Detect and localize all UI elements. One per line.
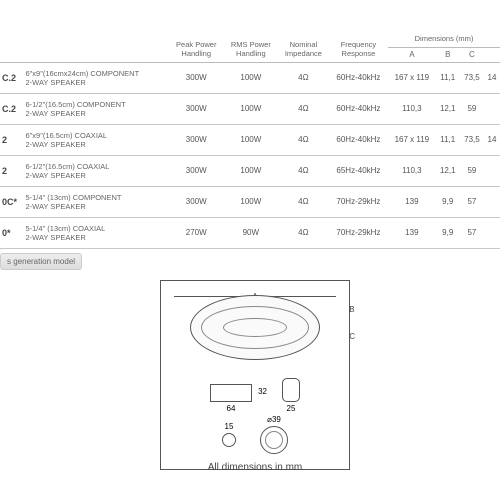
cell-model: 2 bbox=[0, 155, 23, 186]
label-32: 32 bbox=[258, 387, 267, 396]
cell-dim-c: 57 bbox=[460, 217, 484, 248]
cell-freq: 65Hz-40kHz bbox=[329, 155, 388, 186]
cell-dim-d: 14 bbox=[484, 124, 500, 155]
cell-freq: 60Hz-40kHz bbox=[329, 124, 388, 155]
cell-imp: 4Ω bbox=[278, 124, 329, 155]
th-dim-group: Dimensions (mm) bbox=[388, 30, 500, 48]
cell-dim-d bbox=[484, 186, 500, 217]
cell-dim-b: 11,1 bbox=[436, 124, 460, 155]
th-dim-a: A bbox=[388, 48, 436, 63]
cell-dim-c: 73,5 bbox=[460, 124, 484, 155]
cell-rms: 100W bbox=[224, 124, 278, 155]
th-imp: Nominal Impedance bbox=[278, 30, 329, 62]
cell-freq: 70Hz-29kHz bbox=[329, 186, 388, 217]
cell-dim-b: 12,1 bbox=[436, 93, 460, 124]
box-25: 25 bbox=[282, 378, 300, 402]
cell-peak: 300W bbox=[169, 124, 224, 155]
cell-freq: 60Hz-40kHz bbox=[329, 62, 388, 93]
box-64: 64 32 bbox=[210, 384, 252, 402]
cell-desc: 6-1/2"(16.5cm) COMPONENT2-WAY SPEAKER bbox=[23, 93, 168, 124]
spec-table-container: Peak Power Handling RMS Power Handling N… bbox=[0, 30, 500, 270]
table-row: 26-1/2"(16.5cm) COAXIAL2-WAY SPEAKER300W… bbox=[0, 155, 500, 186]
cell-dim-c: 59 bbox=[460, 155, 484, 186]
label-15: 15 bbox=[225, 422, 234, 431]
th-desc bbox=[23, 30, 168, 62]
speaker-outline bbox=[190, 295, 320, 360]
cell-imp: 4Ω bbox=[278, 62, 329, 93]
cell-model: C.2 bbox=[0, 62, 23, 93]
cell-imp: 4Ω bbox=[278, 217, 329, 248]
cell-dim-a: 167 x 119 bbox=[388, 62, 436, 93]
cell-dim-b: 11,1 bbox=[436, 62, 460, 93]
cell-desc: 6-1/2"(16.5cm) COAXIAL2-WAY SPEAKER bbox=[23, 155, 168, 186]
cell-dim-b: 9,9 bbox=[436, 217, 460, 248]
cell-rms: 100W bbox=[224, 186, 278, 217]
th-freq: Frequency Response bbox=[329, 30, 388, 62]
cell-peak: 300W bbox=[169, 155, 224, 186]
cell-desc: 6"x9"(16.5cm) COAXIAL2-WAY SPEAKER bbox=[23, 124, 168, 155]
cell-dim-d bbox=[484, 155, 500, 186]
diagram-caption: All dimensions in mm bbox=[169, 462, 341, 473]
table-row: 0C*5-1/4" (13cm) COMPONENT2-WAY SPEAKER3… bbox=[0, 186, 500, 217]
th-dim-b: B bbox=[436, 48, 460, 63]
cell-rms: 100W bbox=[224, 93, 278, 124]
cell-rms: 90W bbox=[224, 217, 278, 248]
side-labels: B C bbox=[349, 305, 355, 359]
cell-dim-a: 139 bbox=[388, 186, 436, 217]
cell-desc: 5-1/4" (13cm) COAXIAL2-WAY SPEAKER bbox=[23, 217, 168, 248]
cell-imp: 4Ω bbox=[278, 186, 329, 217]
cell-rms: 100W bbox=[224, 62, 278, 93]
cell-dim-d bbox=[484, 93, 500, 124]
circle-39: ⌀39 bbox=[260, 426, 288, 454]
cell-rms: 100W bbox=[224, 155, 278, 186]
cell-imp: 4Ω bbox=[278, 93, 329, 124]
cell-freq: 60Hz-40kHz bbox=[329, 93, 388, 124]
th-dim-c: C bbox=[460, 48, 484, 63]
cell-peak: 300W bbox=[169, 62, 224, 93]
cell-dim-c: 73,5 bbox=[460, 62, 484, 93]
circle-15: 15 bbox=[222, 433, 236, 447]
label-64: 64 bbox=[227, 404, 236, 413]
footnote: s generation model bbox=[0, 253, 82, 270]
label-b: B bbox=[349, 305, 355, 314]
cell-peak: 300W bbox=[169, 186, 224, 217]
th-peak: Peak Power Handling bbox=[169, 30, 224, 62]
th-rms: RMS Power Handling bbox=[224, 30, 278, 62]
cell-model: 0C* bbox=[0, 186, 23, 217]
cell-dim-c: 57 bbox=[460, 186, 484, 217]
cell-dim-a: 110,3 bbox=[388, 93, 436, 124]
cell-peak: 300W bbox=[169, 93, 224, 124]
table-row: C.26"x9"(16cmx24cm) COMPONENT2-WAY SPEAK… bbox=[0, 62, 500, 93]
cell-dim-d: 14 bbox=[484, 62, 500, 93]
table-row: 0*5-1/4" (13cm) COAXIAL2-WAY SPEAKER270W… bbox=[0, 217, 500, 248]
cell-dim-a: 167 x 119 bbox=[388, 124, 436, 155]
cell-desc: 6"x9"(16cmx24cm) COMPONENT2-WAY SPEAKER bbox=[23, 62, 168, 93]
dimension-diagram: A B C 64 32 25 15 ⌀3 bbox=[160, 280, 350, 470]
cell-model: 0* bbox=[0, 217, 23, 248]
th-model bbox=[0, 30, 23, 62]
table-row: 26"x9"(16.5cm) COAXIAL2-WAY SPEAKER300W1… bbox=[0, 124, 500, 155]
spec-table: Peak Power Handling RMS Power Handling N… bbox=[0, 30, 500, 249]
th-dim-d bbox=[484, 48, 500, 63]
cell-freq: 70Hz-29kHz bbox=[329, 217, 388, 248]
table-row: C.26-1/2"(16.5cm) COMPONENT2-WAY SPEAKER… bbox=[0, 93, 500, 124]
cell-dim-a: 110,3 bbox=[388, 155, 436, 186]
cell-dim-b: 9,9 bbox=[436, 186, 460, 217]
cell-dim-b: 12,1 bbox=[436, 155, 460, 186]
cell-model: 2 bbox=[0, 124, 23, 155]
cell-dim-c: 59 bbox=[460, 93, 484, 124]
cell-peak: 270W bbox=[169, 217, 224, 248]
cell-model: C.2 bbox=[0, 93, 23, 124]
cell-dim-a: 139 bbox=[388, 217, 436, 248]
label-39: ⌀39 bbox=[267, 415, 281, 424]
cell-dim-d bbox=[484, 217, 500, 248]
label-25: 25 bbox=[287, 404, 296, 413]
cell-desc: 5-1/4" (13cm) COMPONENT2-WAY SPEAKER bbox=[23, 186, 168, 217]
table-body: C.26"x9"(16cmx24cm) COMPONENT2-WAY SPEAK… bbox=[0, 62, 500, 248]
cell-imp: 4Ω bbox=[278, 155, 329, 186]
label-c: C bbox=[349, 332, 355, 341]
